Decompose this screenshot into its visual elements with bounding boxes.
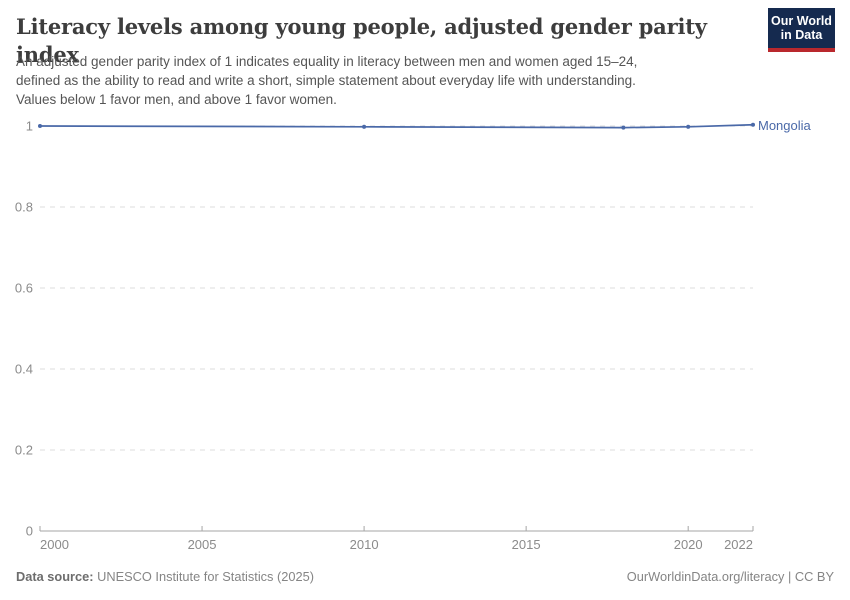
data-series bbox=[38, 122, 755, 130]
data-point bbox=[38, 124, 42, 128]
owid-logo[interactable]: Our World in Data bbox=[768, 8, 835, 52]
x-tick-label: 2010 bbox=[350, 537, 379, 552]
chart-title: Literacy levels among young people, adju… bbox=[16, 14, 707, 67]
series-label-mongolia[interactable]: Mongolia bbox=[758, 118, 811, 133]
y-tick-label: 0 bbox=[26, 524, 33, 539]
credit-link[interactable]: OurWorldinData.org/literacy | CC BY bbox=[626, 569, 834, 584]
y-tick-label: 0.6 bbox=[15, 281, 33, 296]
data-source-label: Data source: bbox=[16, 569, 94, 584]
y-tick-label: 0.8 bbox=[15, 200, 33, 215]
x-axis bbox=[39, 526, 754, 532]
data-point bbox=[751, 122, 755, 127]
owid-logo-line2: in Data bbox=[780, 28, 823, 42]
owid-logo-line1: Our World bbox=[771, 14, 832, 28]
x-tick-label: 2022 bbox=[724, 537, 753, 552]
chart-subtitle-line: Values below 1 favor men, and above 1 fa… bbox=[16, 92, 337, 107]
y-tick-label: 1 bbox=[26, 119, 33, 134]
x-tick-label: 2000 bbox=[40, 537, 69, 552]
series-line-mongolia bbox=[39, 123, 754, 129]
data-point bbox=[621, 125, 626, 130]
x-tick-label: 2020 bbox=[674, 537, 703, 552]
chart-footer: Data source: UNESCO Institute for Statis… bbox=[16, 569, 834, 584]
x-tick-label: 2005 bbox=[188, 537, 217, 552]
y-tick-label: 0.4 bbox=[15, 362, 33, 377]
y-tick-label: 0.2 bbox=[15, 443, 33, 458]
data-point bbox=[686, 124, 691, 129]
y-gridlines bbox=[40, 125, 753, 451]
chart-subtitle-line: An adjusted gender parity index of 1 ind… bbox=[16, 54, 638, 69]
x-tick-label: 2015 bbox=[512, 537, 541, 552]
x-axis-tick-labels: 2000 2005 2010 2015 2020 2022 bbox=[40, 537, 753, 552]
data-source-value: UNESCO Institute for Statistics (2025) bbox=[97, 569, 315, 584]
y-axis-tick-labels: 0 0.2 0.4 0.6 0.8 1 bbox=[15, 119, 33, 539]
data-point bbox=[362, 124, 367, 129]
chart-subtitle-line: defined as the ability to read and write… bbox=[16, 73, 636, 88]
data-source-line[interactable]: Data source: UNESCO Institute for Statis… bbox=[16, 569, 314, 584]
chart-subtitle: An adjusted gender parity index of 1 ind… bbox=[16, 52, 637, 109]
